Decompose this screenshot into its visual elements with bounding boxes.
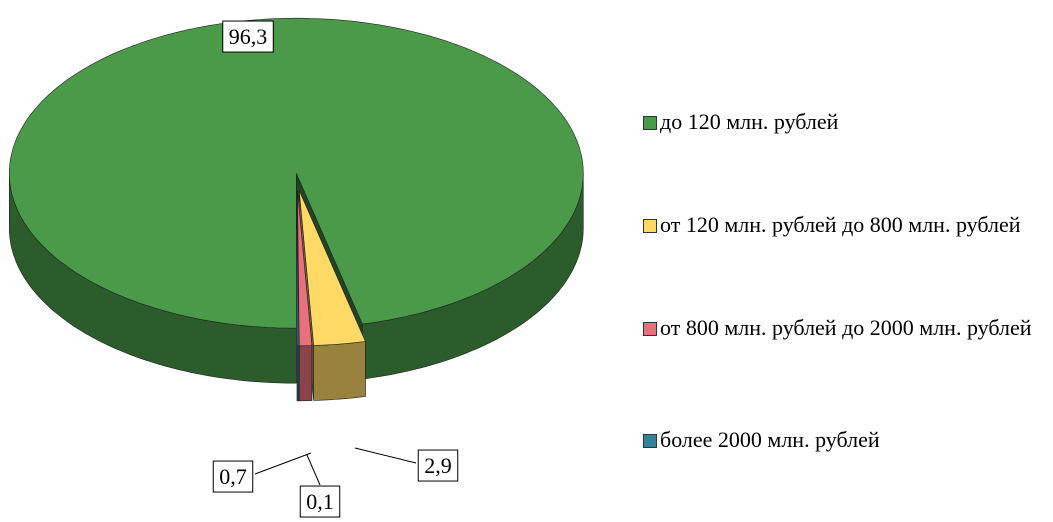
legend-swatch	[643, 116, 657, 130]
data-label-box	[222, 20, 274, 53]
slice-side	[296, 345, 300, 402]
legend-item: от 120 млн. рублей до 800 млн. рублей	[643, 210, 1021, 240]
data-label-box	[299, 485, 341, 518]
leader-line	[354, 447, 417, 464]
legend-label: до 120 млн. рублей	[660, 109, 839, 134]
legend-swatch	[643, 322, 657, 336]
slice	[297, 190, 313, 347]
data-label: 0,1	[306, 489, 334, 514]
legend: до 120 млн. рублей от 120 млн. рублей до …	[643, 0, 1048, 522]
slice	[298, 190, 366, 346]
legend-label: более 2000 млн. рублей	[660, 427, 880, 452]
slice	[297, 190, 313, 402]
data-label-box	[212, 460, 254, 493]
slice-side	[313, 341, 366, 401]
legend-swatch	[643, 434, 657, 448]
data-label: 2,9	[424, 453, 452, 478]
legend-label: от 120 млн. рублей до 800 млн. рублей	[660, 212, 1021, 237]
legend-swatch	[643, 219, 657, 233]
leader-line	[254, 452, 312, 475]
data-label: 96,3	[229, 24, 268, 49]
slice	[296, 190, 300, 402]
data-label-box	[417, 449, 459, 482]
slice	[9, 17, 584, 384]
legend-item: до 120 млн. рублей	[643, 107, 838, 137]
legend-label: от 800 млн. рублей до 2000 млн. рублей	[660, 315, 1032, 340]
slice	[296, 190, 300, 347]
slice	[9, 17, 584, 329]
data-label: 0,7	[219, 464, 247, 489]
slice-side	[299, 345, 313, 402]
legend-item: более 2000 млн. рублей	[643, 425, 880, 455]
leader-line	[306, 454, 321, 486]
legend-item: от 800 млн. рублей до 2000 млн. рублей	[643, 313, 1032, 343]
